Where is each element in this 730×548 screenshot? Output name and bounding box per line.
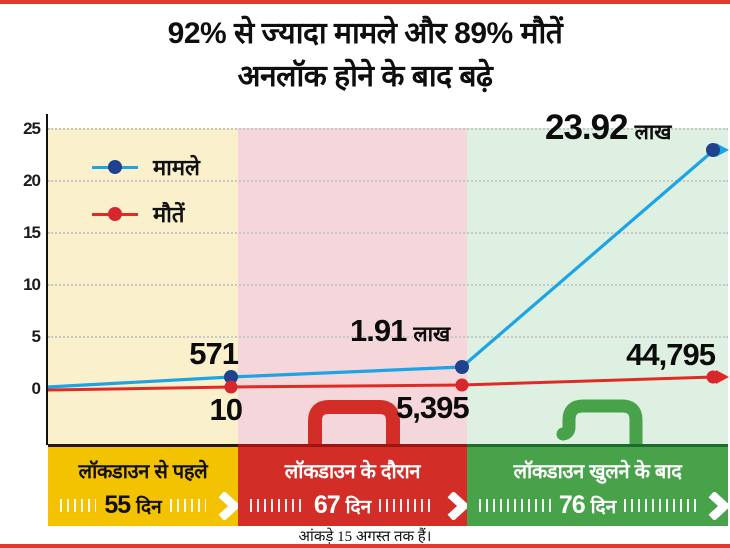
y-tick-15: 15	[23, 223, 41, 242]
legend-item-cases: मामले	[92, 152, 200, 182]
cases-label-3: 23.92 लाख	[545, 108, 671, 148]
bottom-red-bar	[0, 544, 730, 548]
deaths-value-2: 5,395	[396, 390, 470, 425]
chart-title-line1: 92% से ज्यादा मामले और 89% मौतें	[167, 17, 563, 50]
top-red-bar	[0, 0, 730, 4]
source-note: आंकड़े 15 अगस्त तक हैं।	[298, 529, 432, 545]
chart-title: 92% से ज्यादा मामले और 89% मौतें अनलॉक ह…	[0, 12, 730, 98]
deaths-line-swatch	[92, 207, 138, 221]
y-tick-20: 20	[23, 171, 41, 190]
days-value: 76	[558, 491, 586, 519]
band-after-unlock-days: 76 दिन	[467, 491, 730, 520]
band-during-lockdown-days: 67 दिन	[238, 491, 469, 520]
gridline-25	[48, 128, 728, 130]
y-tick-5: 5	[31, 327, 41, 346]
cases-value-2: 1.91	[350, 313, 407, 348]
days-unit: दिन	[345, 496, 372, 518]
cases-value-3: 23.92	[545, 108, 629, 147]
legend-label-cases: मामले	[153, 155, 200, 180]
cases-value-1: 571	[189, 336, 239, 371]
gridline-10	[48, 284, 728, 286]
legend-item-deaths: मौतें	[92, 199, 200, 229]
tick-pattern	[60, 499, 97, 512]
chevron-right-icon	[447, 491, 469, 520]
days-unit: दिन	[590, 496, 617, 518]
days-unit: दिन	[136, 496, 162, 518]
days-value: 67	[313, 491, 341, 519]
cases-label-1: 571	[152, 336, 239, 372]
legend: मामले मौतें	[92, 152, 200, 246]
chevron-right-icon	[708, 491, 730, 520]
days-value: 55	[104, 491, 131, 519]
cases-unit-3: लाख	[634, 121, 672, 144]
band-before-lockdown-days: 55 दिन	[48, 491, 240, 520]
cases-line-swatch	[92, 160, 138, 174]
cases-dot-icon	[108, 160, 122, 174]
cases-label-2: 1.91 लाख	[350, 313, 450, 349]
deaths-label-2: 5,395	[396, 390, 470, 426]
y-tick-10: 10	[23, 275, 41, 294]
chart-title-line2: अनलॉक होने के बाद बढ़े	[237, 60, 493, 93]
y-axis-line	[46, 114, 48, 445]
band-after-unlock-label: लॉकडाउन खुलने के बाद	[513, 461, 682, 483]
tick-pattern	[479, 499, 551, 512]
chevron-right-icon	[218, 491, 240, 520]
tick-pattern	[624, 499, 696, 512]
band-during-lockdown: लॉकडाउन के दौरान 67 दिन	[238, 444, 469, 526]
tick-pattern	[169, 499, 206, 512]
band-during-lockdown-label: लॉकडाउन के दौरान	[284, 461, 421, 483]
y-tick-25: 25	[23, 119, 41, 138]
deaths-label-3: 44,795	[585, 337, 716, 373]
deaths-value-3: 44,795	[626, 337, 716, 372]
deaths-value-1: 10	[209, 392, 243, 427]
band-after-unlock: लॉकडाउन खुलने के बाद 76 दिन	[467, 444, 730, 526]
y-tick-0: 0	[31, 379, 41, 398]
band-before-lockdown: लॉकडाउन से पहले 55 दिन	[48, 444, 240, 526]
deaths-label-1: 10	[160, 392, 243, 428]
tick-pattern	[379, 499, 435, 512]
deaths-dot-icon	[108, 207, 122, 221]
cases-unit-2: लाख	[413, 323, 451, 346]
tick-pattern	[250, 499, 306, 512]
legend-label-deaths: मौतें	[153, 202, 185, 227]
region-after-unlock	[467, 128, 728, 445]
band-before-lockdown-label: लॉकडाउन से पहले	[78, 461, 208, 483]
